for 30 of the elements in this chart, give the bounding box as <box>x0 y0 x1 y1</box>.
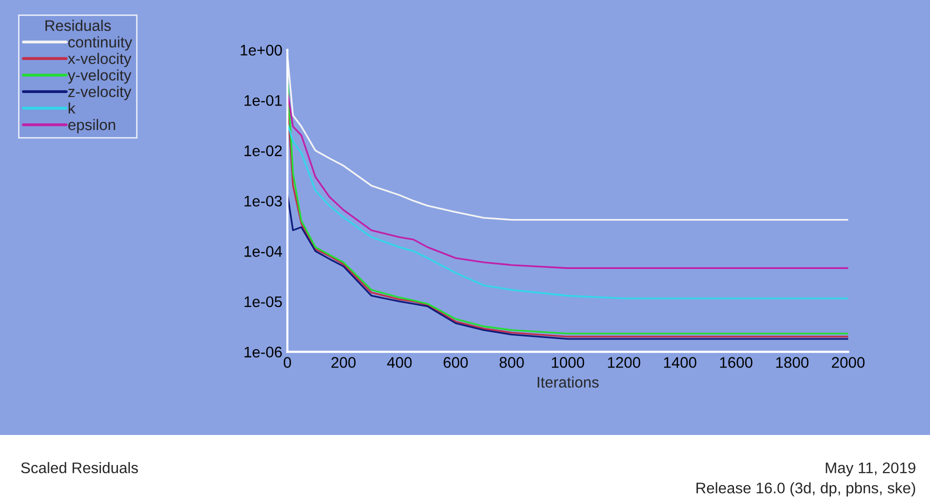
legend-label: z-velocity <box>68 86 132 100</box>
y-tick-label: 1e-04 <box>244 246 282 257</box>
x-tick-label: 1200 <box>608 357 640 368</box>
y-tick-label: 1e-02 <box>244 145 282 156</box>
x-tick-label: 400 <box>387 357 412 368</box>
x-tick-label: 0 <box>284 357 292 368</box>
legend-label: x-velocity <box>68 52 132 68</box>
x-tick-label: 1600 <box>720 357 752 368</box>
text: May 11, 2019 <box>826 462 916 476</box>
x-axis-title: Iterations <box>538 376 599 388</box>
legend-title: Residuals <box>46 20 111 32</box>
text: Scaled Residuals <box>21 462 138 474</box>
y-tick-label: 1e-05 <box>244 296 282 308</box>
x-tick-label: 2000 <box>832 357 865 368</box>
x-tick-label: 800 <box>500 357 524 368</box>
legend-label: k <box>68 102 76 114</box>
legend-label: epsilon <box>68 118 116 134</box>
x-tick-label: 200 <box>331 357 356 368</box>
y-tick-label: 1e-01 <box>244 95 282 106</box>
y-tick-label: 1e+00 <box>240 44 282 56</box>
text: Release 16.0 (3d, dp, pbns, ske) <box>696 482 916 496</box>
x-tick-label: 1400 <box>664 357 696 368</box>
x-tick-label: 1800 <box>776 357 808 368</box>
y-tick-label: 1e-06 <box>244 346 282 358</box>
x-tick-label: 1000 <box>552 357 584 368</box>
y-tick-label: 1e-03 <box>244 196 282 207</box>
legend-label: continuity <box>68 36 132 51</box>
line-series <box>287 122 848 300</box>
legend-label: y-velocity <box>68 69 132 84</box>
x-tick-label: 600 <box>444 357 468 368</box>
